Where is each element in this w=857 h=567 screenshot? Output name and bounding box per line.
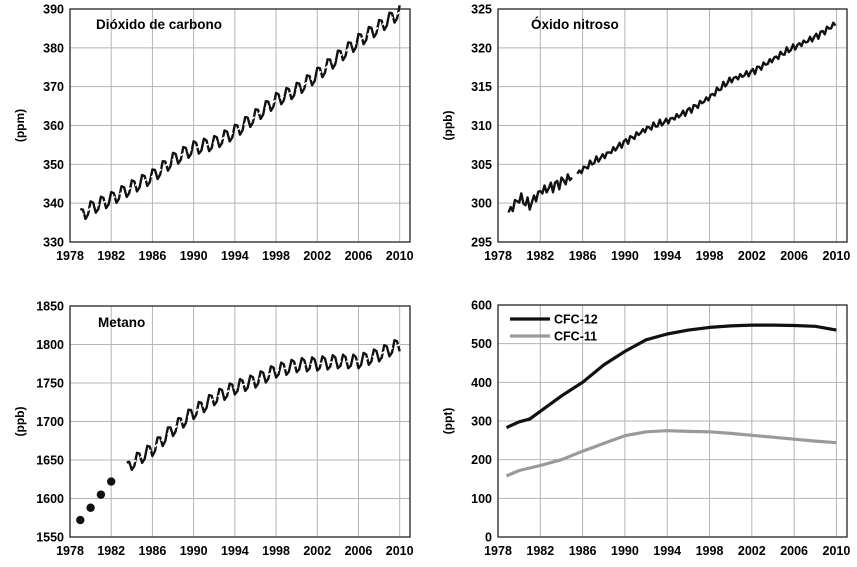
x-tick-label: 1986 bbox=[569, 249, 597, 263]
x-tick-label: 1994 bbox=[653, 544, 681, 558]
x-tick-label: 1998 bbox=[696, 249, 724, 263]
series-line bbox=[507, 173, 573, 213]
x-tick-label: 1994 bbox=[653, 249, 681, 263]
x-tick-label: 1986 bbox=[139, 249, 167, 263]
x-tick-label: 1990 bbox=[611, 249, 639, 263]
chart-panel-3: 1978 1982 1986 1990 1994 1998 2002 2006 2010 1550… bbox=[13, 300, 414, 559]
x-tick-label: 1990 bbox=[180, 544, 208, 558]
x-tick-label: 1994 bbox=[221, 544, 249, 558]
y-tick-label: 315 bbox=[471, 80, 492, 94]
x-tick-label: 1978 bbox=[484, 249, 512, 263]
y-axis-label: (ppt) bbox=[441, 408, 455, 435]
y-tick-label: 1850 bbox=[36, 300, 64, 314]
y-tick-label: 340 bbox=[43, 197, 64, 211]
x-tick-label: 1990 bbox=[611, 544, 639, 558]
series-line bbox=[80, 5, 401, 221]
x-tick-label: 1982 bbox=[526, 249, 554, 263]
y-tick-label: 500 bbox=[471, 337, 492, 351]
y-tick-label: 380 bbox=[43, 41, 64, 55]
x-tick-label: 2010 bbox=[823, 249, 851, 263]
y-tick-label: 1750 bbox=[36, 377, 64, 391]
y-tick-label: 295 bbox=[471, 236, 492, 250]
x-tick-label: 1994 bbox=[221, 249, 249, 263]
x-tick-label: 1986 bbox=[569, 544, 597, 558]
y-tick-label: 390 bbox=[43, 3, 64, 17]
chart-panel-1: 1978 1982 1986 1990 1994 1998 2002 2006 2010 330 3… bbox=[13, 3, 414, 264]
y-tick-label: 300 bbox=[471, 415, 492, 429]
y-tick-label: 320 bbox=[471, 41, 492, 55]
y-tick-label: 305 bbox=[471, 158, 492, 172]
y-tick-label: 1550 bbox=[36, 531, 64, 545]
y-tick-label: 400 bbox=[471, 376, 492, 390]
y-tick-label: 1600 bbox=[36, 492, 64, 506]
plot-frame bbox=[69, 8, 411, 243]
x-tick-label: 1982 bbox=[97, 249, 125, 263]
legend-label: CFC-12 bbox=[554, 313, 598, 327]
x-tick-label: 1998 bbox=[696, 544, 724, 558]
x-tick-label: 1982 bbox=[97, 544, 125, 558]
x-tick-label: 2002 bbox=[303, 544, 331, 558]
x-tick-label: 2006 bbox=[780, 544, 808, 558]
data-point bbox=[86, 503, 95, 512]
x-tick-label: 2010 bbox=[823, 544, 851, 558]
y-axis-label: (ppm) bbox=[13, 109, 27, 142]
y-axis-label: (ppb) bbox=[441, 111, 455, 141]
chart-title: Metano bbox=[98, 315, 145, 330]
chart-title: Óxido nitroso bbox=[531, 17, 619, 32]
y-tick-label: 370 bbox=[43, 80, 64, 94]
x-tick-label: 1978 bbox=[484, 544, 512, 558]
plot-frame bbox=[69, 305, 411, 538]
x-tick-label: 1990 bbox=[180, 249, 208, 263]
x-tick-label: 2010 bbox=[386, 249, 414, 263]
x-tick-label: 2002 bbox=[738, 249, 766, 263]
chart-title: Dióxido de carbono bbox=[96, 17, 222, 32]
plot-frame bbox=[497, 8, 848, 243]
x-tick-label: 1986 bbox=[139, 544, 167, 558]
data-point bbox=[107, 477, 116, 486]
y-tick-label: 330 bbox=[43, 236, 64, 250]
x-tick-label: 2002 bbox=[738, 544, 766, 558]
y-tick-label: 310 bbox=[471, 119, 492, 133]
y-axis-label: (ppb) bbox=[13, 407, 27, 437]
x-tick-label: 2010 bbox=[386, 544, 414, 558]
data-point bbox=[96, 490, 106, 499]
y-tick-label: 200 bbox=[471, 453, 492, 467]
y-tick-label: 325 bbox=[471, 3, 492, 17]
legend-label: CFC-11 bbox=[554, 330, 597, 344]
chart-panel-2: 1978 1982 1986 1990 1994 1998 2002 2006 2010 295 3… bbox=[441, 3, 850, 264]
series-line bbox=[126, 339, 401, 472]
x-tick-label: 2002 bbox=[303, 249, 331, 263]
y-tick-label: 100 bbox=[471, 492, 492, 506]
y-tick-label: 300 bbox=[471, 197, 492, 211]
data-point bbox=[76, 515, 85, 525]
x-tick-label: 2006 bbox=[345, 249, 373, 263]
y-tick-label: 1650 bbox=[36, 454, 64, 468]
chart-panel-4: 1978 1982 1986 1990 1994 1998 2002 2006 2010 0 100… bbox=[441, 299, 850, 559]
plot-frame bbox=[497, 304, 848, 538]
x-tick-label: 1982 bbox=[526, 544, 554, 558]
y-tick-label: 360 bbox=[43, 119, 64, 133]
y-tick-label: 1700 bbox=[36, 415, 64, 429]
series-line-CFC-11 bbox=[505, 429, 837, 478]
y-tick-label: 350 bbox=[43, 158, 64, 172]
y-tick-label: 600 bbox=[471, 299, 492, 313]
x-tick-label: 1978 bbox=[56, 544, 84, 558]
y-tick-label: 1800 bbox=[36, 338, 64, 352]
x-tick-label: 2006 bbox=[780, 249, 808, 263]
series-line bbox=[576, 21, 837, 175]
series-line-CFC-12 bbox=[505, 323, 837, 430]
x-tick-label: 1998 bbox=[262, 249, 290, 263]
x-tick-label: 2006 bbox=[345, 544, 373, 558]
x-tick-label: 1998 bbox=[262, 544, 290, 558]
y-tick-label: 0 bbox=[485, 531, 492, 545]
x-tick-label: 1978 bbox=[56, 249, 84, 263]
